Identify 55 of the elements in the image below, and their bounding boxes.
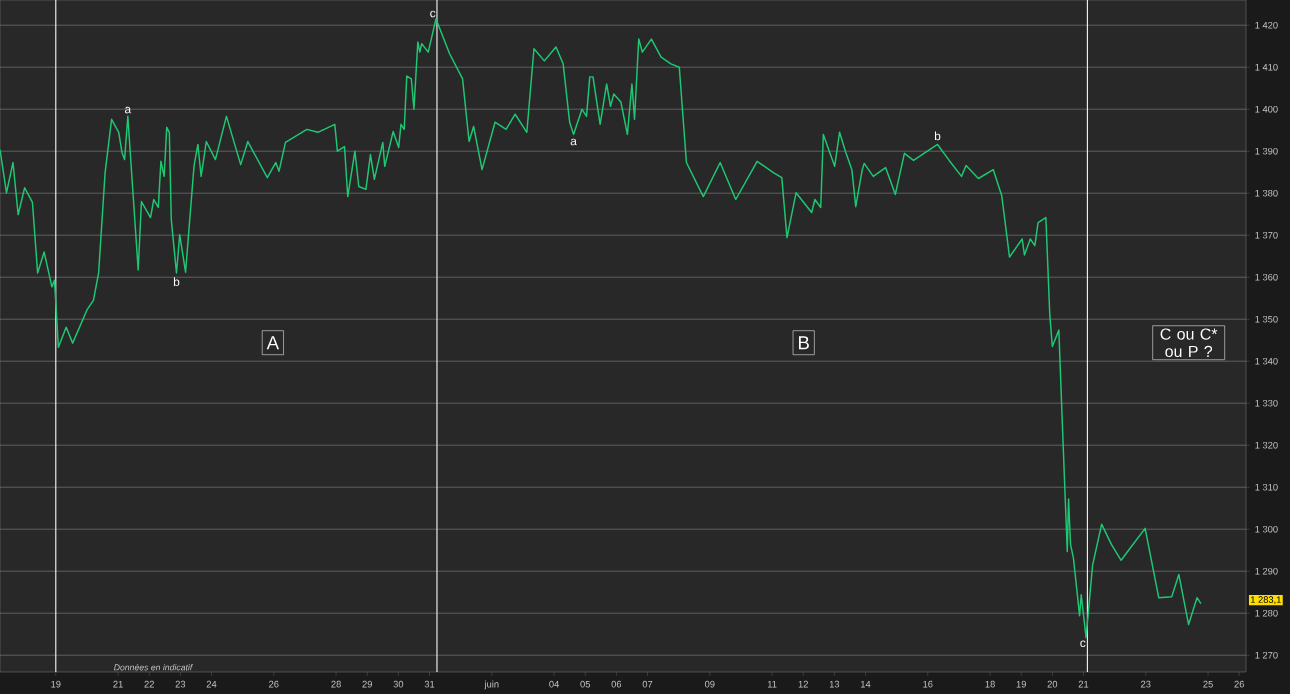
x-tick-label: 05 bbox=[580, 680, 590, 688]
y-tick-label: 1 280 bbox=[1255, 609, 1278, 617]
x-tick-label: 16 bbox=[923, 680, 933, 688]
y-tick-label: 1 320 bbox=[1255, 441, 1278, 449]
x-tick-label: 21 bbox=[1078, 680, 1089, 688]
annotation: b bbox=[934, 131, 941, 141]
x-tick-label: 12 bbox=[798, 680, 808, 688]
x-tick-label: 23 bbox=[1141, 680, 1151, 688]
x-tick-label: 11 bbox=[767, 680, 777, 688]
y-tick-label: 1 330 bbox=[1255, 399, 1278, 407]
x-tick-label: 07 bbox=[642, 680, 653, 688]
x-tick-label: 23 bbox=[175, 680, 186, 688]
x-tick-label: 13 bbox=[829, 680, 840, 688]
x-tick-label: 26 bbox=[1234, 680, 1244, 688]
x-tick-label: 26 bbox=[269, 680, 279, 688]
x-tick-label: 14 bbox=[861, 680, 871, 688]
y-tick-label: 1 420 bbox=[1255, 21, 1278, 29]
x-tick-label: juin bbox=[484, 680, 499, 690]
y-tick-label: 1 410 bbox=[1255, 63, 1278, 71]
annotation: A bbox=[266, 336, 280, 350]
x-tick-label: 21 bbox=[113, 680, 123, 688]
y-tick-label: 1 310 bbox=[1255, 483, 1278, 491]
y-tick-label: 1 300 bbox=[1255, 525, 1278, 533]
x-tick-label: 06 bbox=[611, 680, 622, 688]
x-tick-label: 25 bbox=[1203, 680, 1213, 688]
annotation: c bbox=[430, 10, 436, 18]
x-tick-label: 20 bbox=[1047, 680, 1058, 688]
y-tick-label: 1 360 bbox=[1255, 273, 1278, 281]
annotation: c bbox=[1080, 640, 1086, 648]
annotation: 1 283,1 bbox=[1250, 596, 1281, 605]
annotation: a bbox=[124, 106, 132, 114]
x-tick-label: 22 bbox=[144, 680, 154, 688]
x-tick-label: 29 bbox=[362, 680, 372, 688]
y-tick-label: 1 340 bbox=[1255, 357, 1278, 365]
x-tick-label: 31 bbox=[424, 680, 435, 688]
annotation: b bbox=[173, 277, 180, 287]
annotation: a bbox=[570, 138, 577, 146]
x-tick-label: 19 bbox=[51, 680, 61, 688]
y-tick-label: 1 270 bbox=[1255, 651, 1278, 659]
y-tick-label: 1 390 bbox=[1255, 147, 1278, 155]
y-tick-label: 1 350 bbox=[1255, 315, 1278, 323]
x-tick-label: 28 bbox=[331, 680, 341, 688]
x-tick-label: 09 bbox=[704, 680, 715, 688]
y-tick-label: 1 370 bbox=[1255, 231, 1278, 239]
annotation: Données en indicatif bbox=[114, 663, 193, 671]
x-tick-label: 24 bbox=[206, 680, 217, 688]
x-tick-label: 04 bbox=[549, 680, 559, 688]
annotation: B bbox=[798, 336, 809, 350]
x-tick-label: 19 bbox=[1016, 680, 1026, 688]
y-tick-label: 1 380 bbox=[1255, 189, 1278, 197]
y-tick-label: 1 290 bbox=[1255, 567, 1278, 575]
x-tick-label: 18 bbox=[985, 680, 995, 688]
y-tick-label: 1 400 bbox=[1255, 105, 1278, 113]
x-tick-label: 30 bbox=[393, 680, 404, 688]
annotation: C ou C* ou P ? bbox=[1160, 328, 1218, 358]
